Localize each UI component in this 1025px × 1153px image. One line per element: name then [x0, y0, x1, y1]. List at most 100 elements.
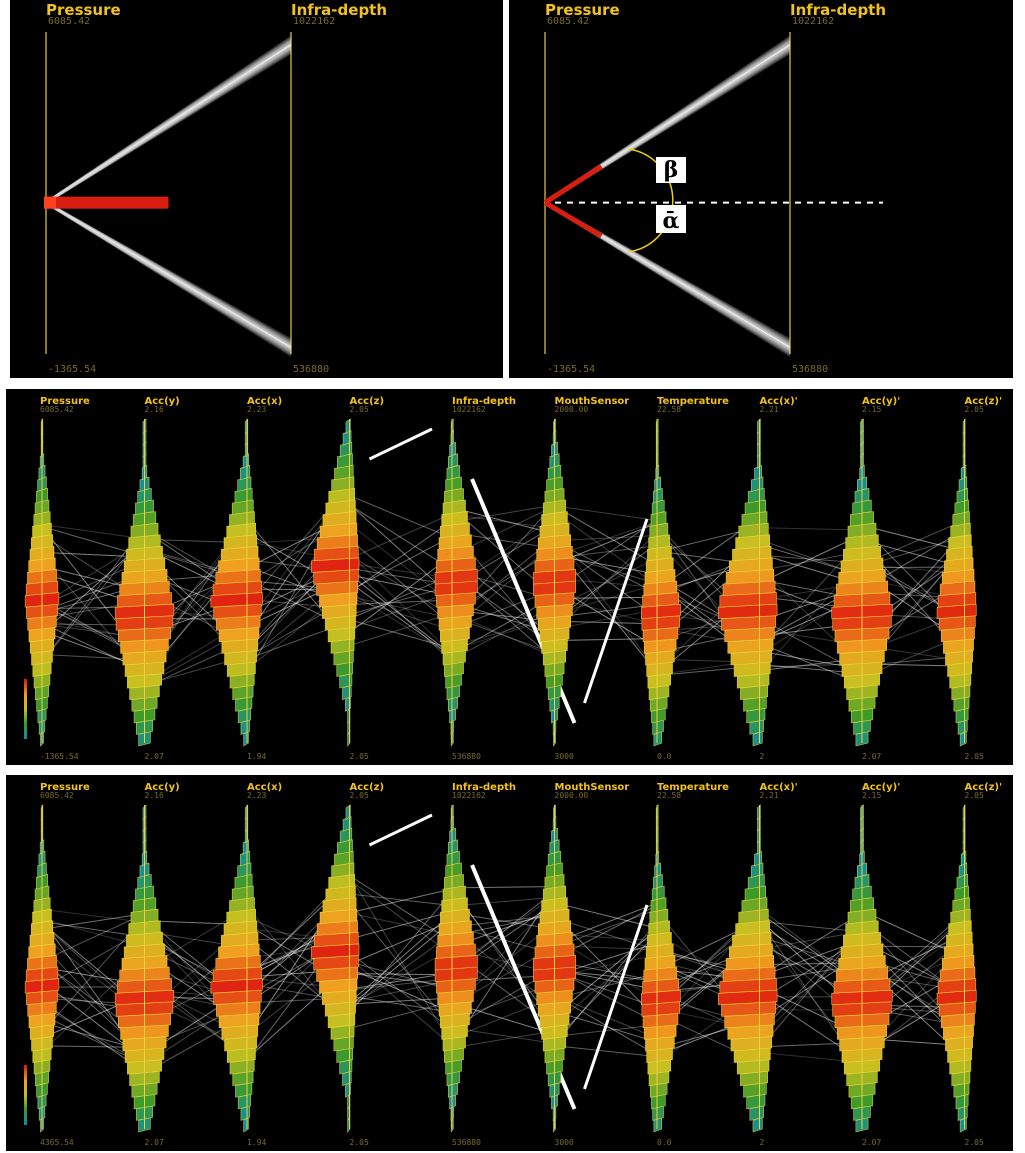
polyline [349, 565, 453, 662]
axis-glyph [210, 804, 263, 1133]
polyline [349, 599, 453, 605]
polyline [45, 51, 292, 205]
alpha-label: ᾱ [663, 208, 680, 234]
polyline [45, 203, 292, 358]
legend-swatch [24, 682, 27, 685]
axis-min-label: 536880 [452, 752, 481, 761]
polyline [45, 200, 292, 340]
polyline [451, 513, 555, 529]
axis-title: Acc(z)' [965, 782, 1003, 793]
legend-swatch [24, 703, 27, 706]
legend-swatch [24, 685, 27, 688]
axis-title: Acc(y) [145, 782, 180, 793]
legend-swatch [24, 1101, 27, 1104]
polyline [349, 596, 453, 619]
axis-max-label: 2.23 [247, 791, 266, 800]
polyline [45, 203, 292, 356]
glyph-band [447, 453, 458, 469]
polyline [45, 202, 292, 353]
polyline [349, 920, 453, 1007]
polyline [349, 952, 453, 1030]
polyline [554, 937, 658, 1025]
legend-swatch [24, 1107, 27, 1110]
axis-min-label: 3000 [555, 752, 574, 761]
axis-min-label: 1.94 [247, 1138, 266, 1147]
polyline [41, 908, 145, 923]
axis-glyph [641, 418, 681, 747]
legend-swatch [24, 1119, 27, 1122]
axis-max-label: 6085.42 [547, 16, 589, 27]
polyline [759, 921, 863, 933]
axis-glyph [311, 418, 360, 747]
polyline [554, 921, 658, 1046]
line-bundle [45, 200, 292, 358]
polyline [45, 202, 292, 354]
glyph-band [654, 862, 661, 878]
legend-swatch [24, 721, 27, 724]
legend-swatch [24, 712, 27, 715]
legend-swatch [24, 1098, 27, 1101]
axis-max-label: 2.21 [760, 791, 779, 800]
polyline [41, 913, 145, 962]
glyph-band [449, 441, 456, 458]
axis-title: Acc(x) [247, 396, 282, 407]
axis-max-label: 6085.42 [40, 405, 74, 414]
polyline [451, 1030, 555, 1049]
polyline [759, 534, 863, 584]
axis-max-label: 2000.00 [555, 791, 589, 800]
axis-glyph [114, 418, 175, 747]
axis-glyph [114, 804, 175, 1133]
highlight-wedge-upper [543, 164, 603, 205]
axis-min-label: 2.07 [145, 1138, 164, 1147]
legend-swatch [24, 1071, 27, 1074]
polyline [451, 507, 555, 535]
polyline [45, 203, 292, 355]
polyline [759, 911, 863, 978]
polyline [349, 879, 453, 956]
polyline [451, 886, 555, 889]
axis-min-label: -1365.54 [40, 752, 79, 761]
polyline [759, 527, 863, 531]
panel-top-right: Pressure 6085.42 -1365.54 Infra-depth 102216… [509, 0, 1013, 378]
axis-min-label: 536880 [452, 1138, 481, 1147]
polyline [451, 504, 555, 523]
legend-swatch [24, 1080, 27, 1083]
polyline [451, 1027, 555, 1044]
polyline [554, 608, 658, 630]
legend-swatch [24, 1116, 27, 1119]
legend-swatch [24, 1089, 27, 1092]
polyline [349, 888, 453, 914]
legend-swatch [24, 688, 27, 691]
axis-glyph [24, 417, 60, 747]
polyline [45, 48, 292, 204]
legend-swatch [24, 1104, 27, 1107]
glyph-band [653, 488, 663, 504]
axis-title: Acc(x) [247, 782, 282, 793]
color-legend [24, 1065, 27, 1125]
axis-glyph [718, 418, 778, 747]
axis-glyph [831, 418, 893, 747]
glyph-band [449, 827, 456, 844]
axis-max-label: 2.16 [145, 405, 164, 414]
axis-max-label: 2.15 [862, 405, 881, 414]
axis-title: Acc(z) [350, 396, 385, 407]
legend-swatch [24, 1068, 27, 1071]
axis-min-label: 2 [760, 752, 765, 761]
glyph-band [243, 1116, 249, 1133]
polyline [583, 904, 649, 1090]
axis-min-label: 536880 [293, 364, 329, 375]
legend-swatch [24, 1110, 27, 1113]
axis-glyph [936, 804, 977, 1133]
polyline [349, 957, 453, 1047]
polyline [368, 813, 433, 847]
polyline [45, 52, 292, 205]
axis-min-label: 4365.54 [40, 1138, 74, 1147]
polyline [451, 616, 555, 647]
polyline [349, 504, 453, 571]
polyline [349, 535, 453, 592]
axis-glyph [533, 418, 576, 747]
polyline [349, 554, 453, 633]
legend-swatch [24, 736, 27, 739]
